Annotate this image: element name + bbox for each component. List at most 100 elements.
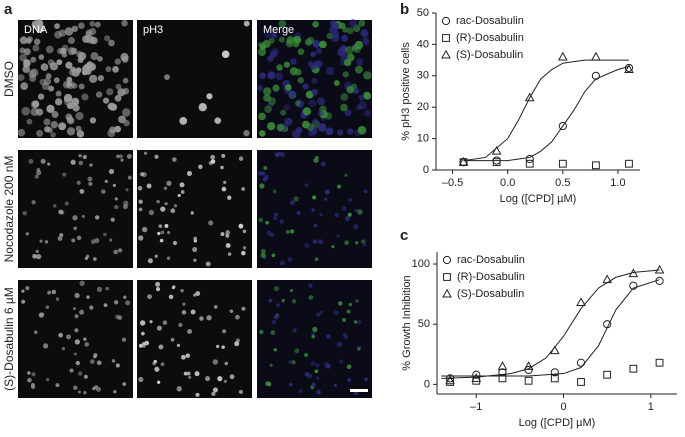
cell — [356, 320, 362, 325]
cell — [125, 188, 129, 192]
cell — [281, 298, 285, 303]
cell — [316, 312, 321, 317]
cell — [360, 29, 369, 38]
cell — [235, 314, 240, 320]
cell — [285, 229, 290, 234]
cell — [75, 111, 84, 121]
cell — [293, 196, 299, 202]
cell — [272, 189, 277, 194]
cell — [270, 330, 276, 335]
cell — [36, 170, 42, 176]
cell — [160, 362, 165, 367]
cell — [139, 172, 145, 177]
cell — [312, 20, 319, 28]
y-axis-label: % pH3 positive cells — [400, 42, 412, 141]
point — [577, 378, 585, 386]
cell — [288, 360, 292, 364]
x-tick-label: 0.5 — [555, 177, 570, 189]
cell — [332, 22, 340, 30]
cell — [319, 310, 323, 315]
cell — [342, 27, 348, 33]
cell — [334, 212, 339, 218]
cell — [40, 63, 49, 71]
micrograph — [137, 20, 252, 138]
point — [591, 51, 601, 61]
row-label: (S)-Dosabulin 6 µM — [2, 287, 16, 391]
y-tick-label: 50 — [418, 318, 430, 330]
cell — [176, 343, 181, 347]
cell — [54, 98, 63, 106]
cell — [316, 389, 321, 395]
point — [498, 368, 507, 377]
cell — [114, 204, 119, 210]
cell — [117, 315, 123, 320]
cell — [79, 280, 85, 286]
cell — [83, 337, 87, 341]
cell — [364, 109, 371, 117]
cell — [143, 151, 148, 155]
cell — [288, 90, 297, 99]
cell — [84, 256, 89, 261]
cell — [241, 250, 246, 256]
cell — [45, 45, 54, 54]
cell — [314, 369, 319, 374]
cell — [58, 332, 63, 338]
cell — [318, 123, 327, 131]
cell — [305, 90, 314, 99]
cell — [108, 39, 115, 47]
cell — [355, 241, 359, 245]
cell — [362, 242, 367, 247]
cell — [65, 61, 73, 69]
cell — [259, 183, 265, 189]
cell — [341, 317, 347, 323]
cell — [27, 371, 31, 375]
cell — [292, 328, 297, 333]
cell — [74, 292, 80, 299]
cell — [263, 166, 268, 171]
cell — [243, 129, 250, 137]
cell — [356, 58, 364, 66]
cell — [227, 252, 232, 256]
cell — [44, 240, 49, 244]
cell — [297, 48, 305, 56]
cell — [30, 382, 35, 387]
cell — [122, 382, 127, 386]
cell — [23, 48, 31, 56]
cell — [55, 90, 62, 97]
cell — [180, 190, 185, 194]
point — [624, 64, 634, 74]
cell — [312, 195, 317, 200]
cell — [235, 338, 241, 343]
cell — [66, 127, 76, 136]
cell — [341, 34, 349, 42]
column-label: DNA — [24, 24, 48, 36]
point — [524, 92, 535, 102]
cell — [101, 189, 106, 194]
cell — [258, 217, 263, 223]
cell — [78, 154, 82, 158]
cell — [198, 164, 203, 170]
point — [629, 364, 638, 373]
cell — [179, 182, 185, 188]
cell — [103, 303, 108, 308]
cell — [166, 180, 172, 187]
cell — [280, 109, 287, 116]
point — [498, 374, 507, 383]
cell — [105, 286, 110, 291]
cell — [278, 19, 287, 28]
cell — [331, 33, 340, 43]
cell — [72, 104, 80, 112]
cell — [242, 246, 247, 250]
cell — [279, 260, 286, 266]
cell — [290, 229, 295, 234]
cell — [193, 258, 197, 262]
cell — [78, 83, 85, 90]
cell — [31, 200, 36, 205]
cell — [114, 125, 122, 133]
fit-curve — [463, 65, 630, 162]
point — [471, 373, 482, 382]
cell — [88, 74, 98, 84]
cell — [363, 71, 372, 80]
cell — [149, 320, 153, 324]
cell — [221, 345, 225, 349]
